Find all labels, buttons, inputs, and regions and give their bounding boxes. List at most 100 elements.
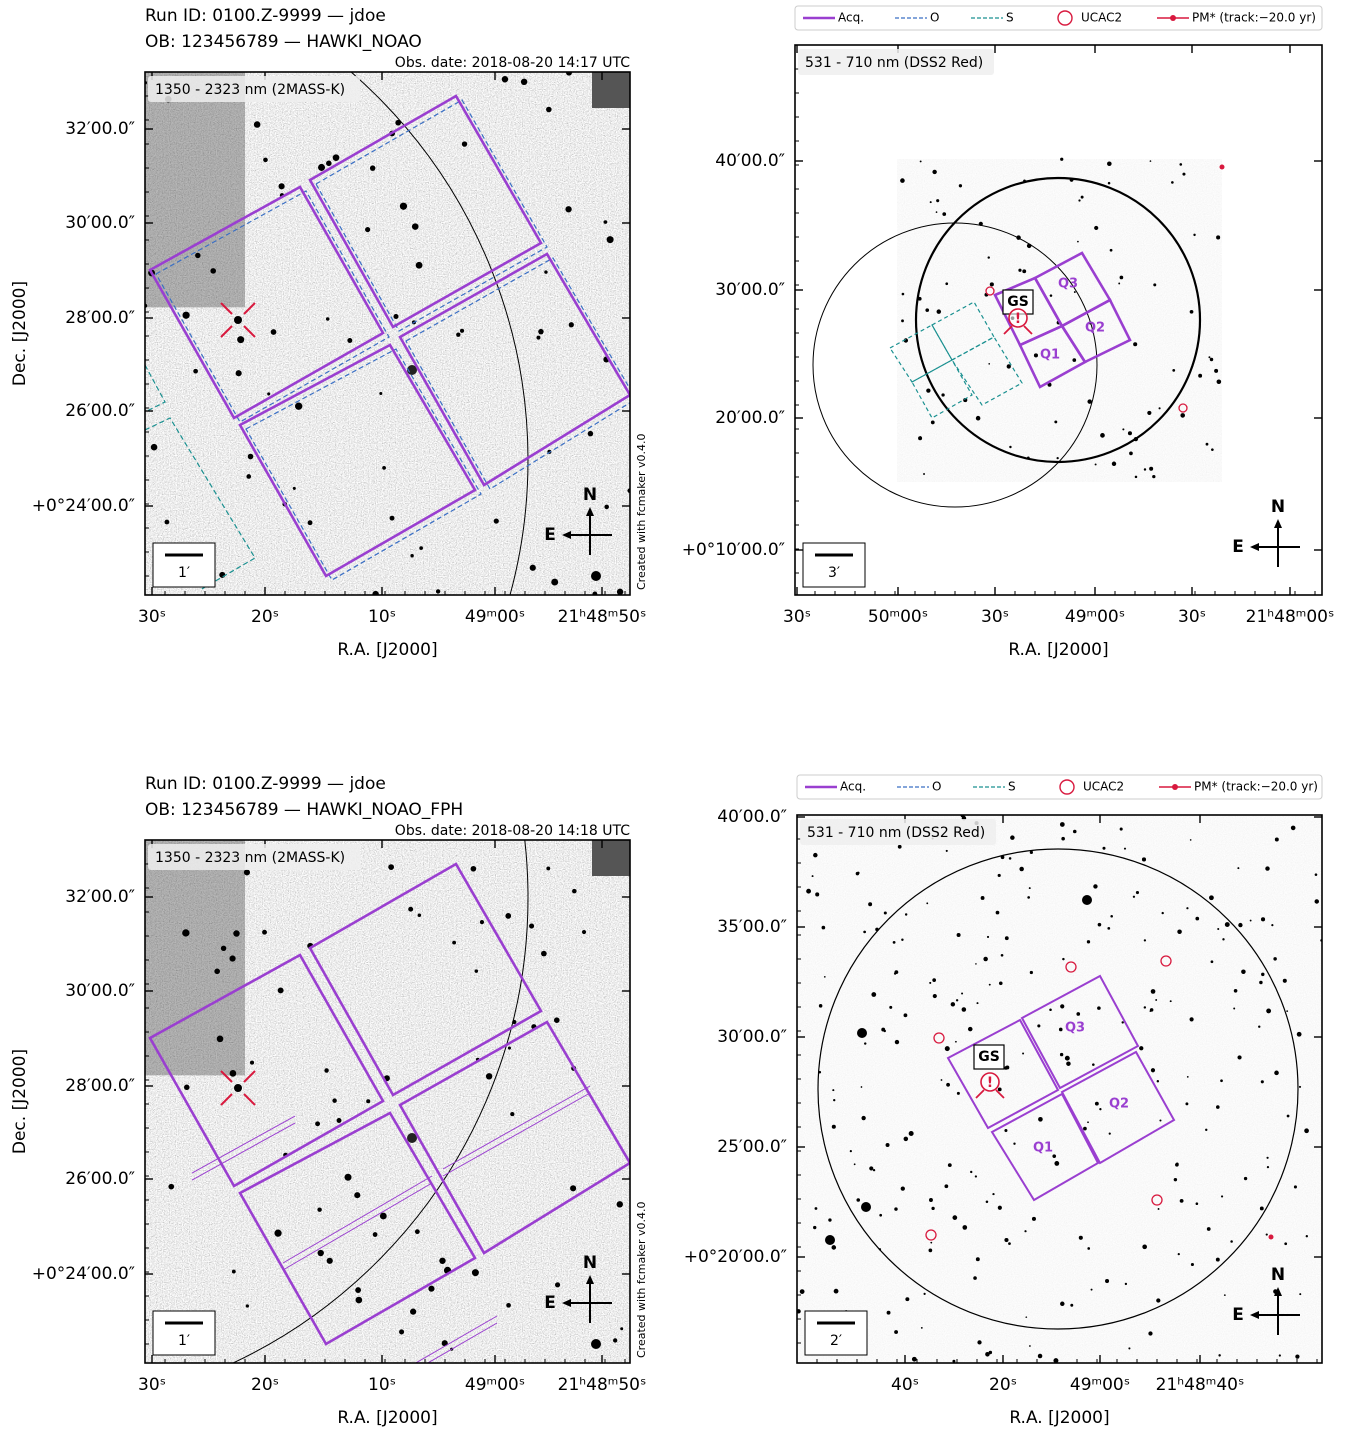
star bbox=[814, 1207, 818, 1210]
star bbox=[975, 415, 981, 421]
gs-label: GS bbox=[1007, 294, 1029, 310]
star bbox=[905, 1297, 910, 1302]
star bbox=[1010, 835, 1015, 840]
star bbox=[1156, 1298, 1161, 1303]
compass-e-label: E bbox=[544, 1293, 556, 1313]
band-box bbox=[148, 844, 360, 870]
x-tick-label: 20ˢ bbox=[251, 607, 279, 627]
star bbox=[182, 311, 190, 319]
fph-band bbox=[282, 1175, 433, 1264]
star bbox=[1290, 825, 1296, 831]
star bbox=[606, 236, 614, 244]
star bbox=[1123, 847, 1127, 850]
ucac2-star bbox=[1151, 1194, 1163, 1206]
star bbox=[150, 443, 158, 451]
fph-band bbox=[191, 1115, 296, 1174]
star bbox=[1124, 1282, 1128, 1286]
x-tick-label: 21ʰ48ᵐ50ˢ bbox=[558, 1375, 647, 1395]
star bbox=[1142, 1244, 1147, 1250]
scale-label: 1′ bbox=[178, 565, 190, 581]
star bbox=[1127, 431, 1132, 436]
guide-star-warning: ! bbox=[1015, 311, 1021, 327]
x-tick-label: 30ˢ bbox=[783, 607, 811, 627]
star bbox=[975, 963, 977, 965]
star bbox=[811, 875, 814, 878]
star bbox=[435, 589, 441, 594]
star bbox=[919, 160, 922, 163]
star bbox=[506, 1302, 511, 1308]
star bbox=[411, 223, 419, 230]
star bbox=[864, 1042, 867, 1045]
star bbox=[989, 282, 994, 287]
ucac2-star bbox=[1160, 955, 1172, 967]
obs-footprint bbox=[245, 348, 482, 581]
compass-arrow bbox=[586, 1275, 594, 1284]
star bbox=[1274, 1070, 1279, 1076]
sky-footprint bbox=[889, 324, 953, 383]
guide-star-tick bbox=[1023, 325, 1033, 335]
star bbox=[932, 978, 937, 982]
star bbox=[1058, 1027, 1063, 1032]
legend-symbol bbox=[1057, 10, 1073, 26]
target-marker bbox=[243, 325, 256, 338]
star bbox=[901, 938, 904, 941]
star bbox=[1102, 846, 1106, 850]
star bbox=[1193, 233, 1196, 237]
acq-footprint bbox=[238, 1111, 477, 1346]
star bbox=[1295, 1354, 1300, 1359]
sky-footprint bbox=[911, 359, 973, 419]
star bbox=[1078, 199, 1081, 202]
band-box bbox=[800, 819, 996, 845]
star bbox=[1060, 1004, 1065, 1009]
y-tick-label: 25′00.0″ bbox=[717, 1137, 787, 1157]
y-tick-label: 30′00.0″ bbox=[65, 213, 135, 233]
star bbox=[872, 1168, 876, 1172]
star bbox=[591, 1339, 601, 1349]
star bbox=[894, 1039, 900, 1045]
star bbox=[1214, 368, 1219, 373]
y-tick-label: 40′00.0″ bbox=[717, 807, 787, 827]
star bbox=[1005, 1065, 1010, 1070]
star bbox=[977, 1340, 982, 1345]
star bbox=[813, 852, 818, 858]
obs-date: Obs. date: 2018-08-20 14:18 UTC bbox=[395, 823, 630, 839]
quadrant-label: Q2 bbox=[1109, 1097, 1129, 1112]
acq-footprint bbox=[308, 94, 543, 329]
star bbox=[1022, 1052, 1025, 1055]
star bbox=[1243, 1176, 1248, 1181]
star bbox=[1180, 413, 1186, 418]
star bbox=[581, 929, 587, 935]
star bbox=[1066, 1061, 1071, 1066]
star bbox=[591, 571, 601, 581]
star bbox=[344, 1173, 352, 1181]
star bbox=[267, 392, 271, 396]
star bbox=[399, 202, 408, 210]
star bbox=[270, 329, 277, 335]
legend-label: O bbox=[932, 780, 941, 794]
quadrant-label: Q3 bbox=[1058, 277, 1078, 292]
star bbox=[942, 212, 947, 216]
star bbox=[332, 154, 340, 162]
star bbox=[1286, 1010, 1289, 1013]
star bbox=[1149, 466, 1154, 471]
star bbox=[1037, 1353, 1043, 1359]
star bbox=[1259, 1206, 1264, 1211]
quadrant-label: Q1 bbox=[1040, 348, 1060, 363]
star bbox=[1152, 474, 1156, 479]
star bbox=[797, 1309, 801, 1314]
obs-date: Obs. date: 2018-08-20 14:17 UTC bbox=[395, 55, 630, 71]
star bbox=[863, 930, 867, 934]
star bbox=[911, 1356, 917, 1362]
star bbox=[1000, 855, 1005, 860]
star bbox=[262, 929, 267, 935]
star bbox=[1216, 379, 1222, 385]
star bbox=[929, 201, 932, 204]
star bbox=[833, 1099, 836, 1102]
star bbox=[929, 1198, 933, 1202]
panel: 32′00.0″ 30′00.0″ 28′00.0″ 26′00.0″ +0°24′00… bbox=[10, 774, 648, 1428]
star bbox=[366, 1099, 371, 1104]
star bbox=[871, 992, 877, 997]
panel-title: OB: 123456789 — HAWKI_NOAO bbox=[145, 32, 422, 52]
x-tick-label: 49ᵐ00ˢ bbox=[465, 1375, 525, 1395]
star bbox=[1261, 972, 1265, 977]
